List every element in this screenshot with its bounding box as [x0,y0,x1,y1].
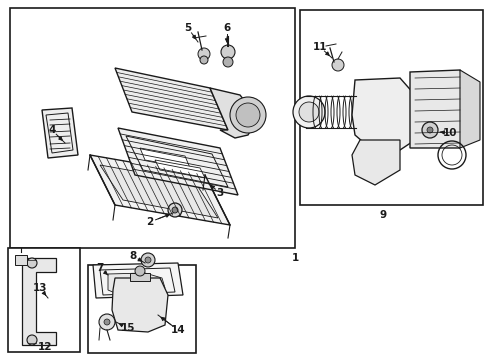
Text: 10: 10 [442,128,456,138]
Circle shape [172,207,178,213]
Circle shape [421,122,437,138]
Circle shape [145,257,151,263]
Polygon shape [90,155,229,225]
Text: 9: 9 [379,210,386,220]
Text: 8: 8 [129,251,136,261]
Polygon shape [22,258,56,345]
Polygon shape [108,273,164,293]
Polygon shape [115,68,227,130]
Polygon shape [140,148,190,168]
Circle shape [426,127,432,133]
Text: 11: 11 [312,42,326,52]
Circle shape [198,48,209,60]
Polygon shape [118,128,238,195]
Polygon shape [209,88,258,138]
Text: 3: 3 [216,188,223,198]
Bar [15,255,27,265]
Text: 12: 12 [38,342,52,352]
Text: 4: 4 [48,125,56,135]
Polygon shape [351,78,414,150]
Circle shape [221,45,235,59]
Bar [88,265,196,353]
Circle shape [331,59,343,71]
Bar [10,8,294,248]
Circle shape [168,203,182,217]
Text: 2: 2 [146,217,153,227]
Circle shape [292,96,325,128]
Circle shape [27,258,37,268]
Text: 13: 13 [33,283,47,293]
Text: 5: 5 [184,23,191,33]
Bar [8,248,80,352]
Bar [299,10,482,205]
Circle shape [104,319,110,325]
Bar [130,273,150,281]
Circle shape [229,97,265,133]
Polygon shape [459,70,479,148]
Circle shape [200,56,207,64]
Text: 15: 15 [121,323,135,333]
Polygon shape [93,263,183,298]
Polygon shape [100,165,218,218]
Circle shape [141,253,155,267]
Text: 14: 14 [170,325,185,335]
Polygon shape [42,108,78,158]
Circle shape [298,102,318,122]
Text: 7: 7 [96,263,103,273]
Polygon shape [155,160,204,178]
Circle shape [236,103,260,127]
Text: 6: 6 [223,23,230,33]
Polygon shape [351,140,399,185]
Circle shape [223,57,232,67]
Polygon shape [409,70,467,148]
Text: 1: 1 [291,253,298,263]
Circle shape [27,335,37,345]
Circle shape [135,266,145,276]
Polygon shape [112,278,168,332]
Circle shape [99,314,115,330]
